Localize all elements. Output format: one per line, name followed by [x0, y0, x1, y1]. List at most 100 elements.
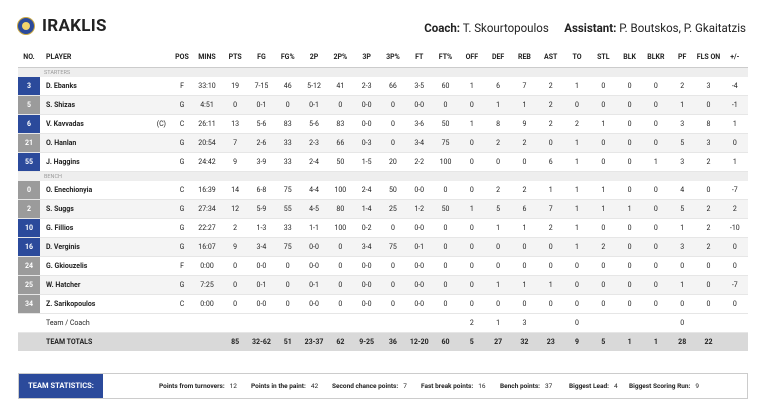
- stat-label: Points from turnovers:: [159, 382, 225, 390]
- stat-cell: 7: [537, 199, 564, 219]
- player-number: 55: [18, 152, 40, 172]
- stat-cell: 23: [537, 332, 564, 351]
- stat-cell: 0: [642, 294, 670, 314]
- stat-cell: 0-1: [300, 275, 328, 295]
- stat-cell: 0: [274, 95, 301, 115]
- captain-mark: (C): [150, 114, 172, 134]
- stat-cell: 1-2: [406, 199, 433, 219]
- stat-cell: 0-0: [353, 256, 380, 276]
- stat-item: Fast break points: 16: [421, 374, 486, 398]
- stat-cell: 2: [458, 313, 485, 333]
- stat-cell: 0:00: [192, 294, 222, 314]
- stat-cell: 7-15: [248, 77, 275, 96]
- stat-cell: 2: [537, 218, 564, 238]
- column-header: NO.: [18, 47, 40, 68]
- captain-mark: [150, 77, 172, 96]
- stat-cell: 2: [537, 77, 564, 96]
- stat-cell: -10: [721, 218, 748, 238]
- stat-cell: 2-3: [353, 77, 380, 96]
- player-row: 34 Z. Sarikopoulos C 0:00 0 0-0 0 0-0 0 0-0 0 0-0 0 0…: [18, 294, 748, 314]
- captain-mark: [150, 199, 172, 219]
- stat-cell: 0: [379, 114, 407, 134]
- stat-cell: [222, 313, 249, 333]
- stat-cell: 0-0: [353, 95, 380, 115]
- stat-cell: 1-4: [353, 199, 380, 219]
- stat-cell: 26:11: [192, 114, 222, 134]
- player-row: 21 O. Hanlan G 20:54 7 2-6 33 2-3 66 0-3 0 3-4 75 0 2 2…: [18, 133, 748, 153]
- stat-cell: 5: [669, 199, 696, 219]
- stat-cell: [172, 313, 192, 333]
- column-header: 3P: [353, 47, 380, 68]
- stat-cell: 0: [222, 95, 249, 115]
- stat-cell: 100: [327, 218, 354, 238]
- stat-cell: 0: [537, 256, 564, 276]
- stat-cell: 0: [642, 275, 670, 295]
- stat-cell: F: [172, 256, 192, 276]
- stat-cell: 2: [537, 114, 564, 134]
- stat-cell: [406, 313, 433, 333]
- stat-cell: 33: [274, 218, 301, 238]
- stat-value: 4: [613, 382, 618, 390]
- player-row: 0 O. Enechionyia C 16:39 14 6-8 75 4-4 100 2-4 50 0…: [18, 181, 748, 200]
- stat-cell: 20: [379, 152, 407, 172]
- stat-cell: 0: [379, 95, 407, 115]
- stat-cell: 28: [669, 332, 696, 351]
- stat-cell: 0: [590, 275, 617, 295]
- stat-cell: 2: [695, 199, 722, 219]
- column-header: 3P%: [379, 47, 407, 68]
- column-header: OFF: [458, 47, 485, 68]
- stat-cell: 2: [563, 114, 591, 134]
- stat-cell: 2: [222, 218, 249, 238]
- column-header: 2P: [300, 47, 328, 68]
- stat-cell: 2: [695, 152, 722, 172]
- player-row: 10 G. Fillios G 22:27 2 1-3 33 1-1 100 0-2 0 0-0 0 0 1…: [18, 218, 748, 238]
- stat-cell: 0: [484, 152, 512, 172]
- stat-cell: 0-0: [406, 95, 433, 115]
- stat-cell: 4-4: [300, 181, 328, 200]
- stat-cell: 2: [695, 237, 722, 257]
- stat-cell: 0: [642, 218, 670, 238]
- column-header: REB: [511, 47, 538, 68]
- column-header: FT: [406, 47, 433, 68]
- stat-label: Biggest Scoring Run:: [629, 382, 691, 390]
- column-header: TO: [563, 47, 591, 68]
- stat-cell: 50: [379, 181, 407, 200]
- stat-cell: 0: [458, 218, 485, 238]
- stat-cell: 1: [563, 199, 591, 219]
- stat-cell: 0: [616, 77, 643, 96]
- player-row: 16 D. Verginis G 16:07 9 3-4 75 0-0 0 3-4 75 0-1 0 0 0…: [18, 237, 748, 257]
- stat-cell: 5: [458, 332, 485, 351]
- header: IRAKLIS Coach: T. Skourtopoulos Assistan…: [0, 0, 768, 44]
- stat-cell: 0: [616, 218, 643, 238]
- stat-value: 7: [403, 382, 407, 390]
- stat-cell: 1: [563, 181, 591, 200]
- column-header: MINS: [192, 47, 222, 68]
- stat-cell: 0: [511, 256, 538, 276]
- stat-cell: 2-2: [406, 152, 433, 172]
- captain-mark: [150, 181, 172, 200]
- stat-cell: 3-4: [353, 237, 380, 257]
- stat-cell: [327, 313, 354, 333]
- stat-cell: [192, 332, 222, 351]
- stat-cell: 50: [432, 199, 459, 219]
- player-name: G. Gkiouzelis: [40, 256, 150, 276]
- stat-cell: 0: [458, 294, 485, 314]
- stat-cell: C: [172, 294, 192, 314]
- stat-cell: 0: [327, 275, 354, 295]
- stat-value: 16: [478, 382, 486, 390]
- stat-cell: 1: [616, 199, 643, 219]
- stat-cell: G: [172, 95, 192, 115]
- team-statistics: TEAM STATISTICS: Points from turnovers: 1…: [18, 373, 748, 399]
- stat-cell: 2: [695, 218, 722, 238]
- team-statistics-label: TEAM STATISTICS:: [19, 374, 103, 398]
- section-row: BENCH: [18, 171, 748, 181]
- stat-cell: 33: [274, 133, 301, 153]
- stat-cell: G: [172, 152, 192, 172]
- stat-cell: 1-1: [300, 218, 328, 238]
- stat-label: Fast break points:: [421, 382, 474, 390]
- stat-cell: 0-0: [300, 237, 328, 257]
- stat-cell: 0: [616, 237, 643, 257]
- stat-cell: 0: [458, 95, 485, 115]
- player-name: D. Ebanks: [40, 77, 150, 96]
- stat-cell: 0: [458, 275, 485, 295]
